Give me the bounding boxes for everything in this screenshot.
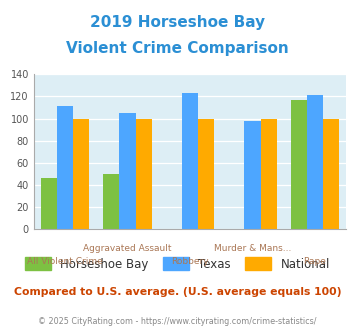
Bar — [73, 118, 89, 229]
Bar — [323, 118, 339, 229]
Text: 2019 Horseshoe Bay: 2019 Horseshoe Bay — [90, 15, 265, 30]
Legend: Horseshoe Bay, Texas, National: Horseshoe Bay, Texas, National — [20, 252, 335, 276]
Text: Robbery: Robbery — [171, 257, 209, 266]
Text: Rape: Rape — [304, 257, 326, 266]
Text: Violent Crime Comparison: Violent Crime Comparison — [66, 41, 289, 56]
Bar — [40, 179, 57, 229]
Bar — [307, 95, 323, 229]
Text: Murder & Mans...: Murder & Mans... — [214, 244, 291, 253]
Bar — [103, 174, 119, 229]
Bar — [290, 100, 307, 229]
Text: All Violent Crime: All Violent Crime — [27, 257, 103, 266]
Bar — [244, 121, 261, 229]
Text: Aggravated Assault: Aggravated Assault — [83, 244, 172, 253]
Bar — [182, 93, 198, 229]
Text: © 2025 CityRating.com - https://www.cityrating.com/crime-statistics/: © 2025 CityRating.com - https://www.city… — [38, 317, 317, 326]
Bar — [198, 118, 214, 229]
Bar — [261, 118, 277, 229]
Bar — [119, 113, 136, 229]
Bar — [57, 106, 73, 229]
Bar — [136, 118, 152, 229]
Text: Compared to U.S. average. (U.S. average equals 100): Compared to U.S. average. (U.S. average … — [14, 287, 341, 297]
